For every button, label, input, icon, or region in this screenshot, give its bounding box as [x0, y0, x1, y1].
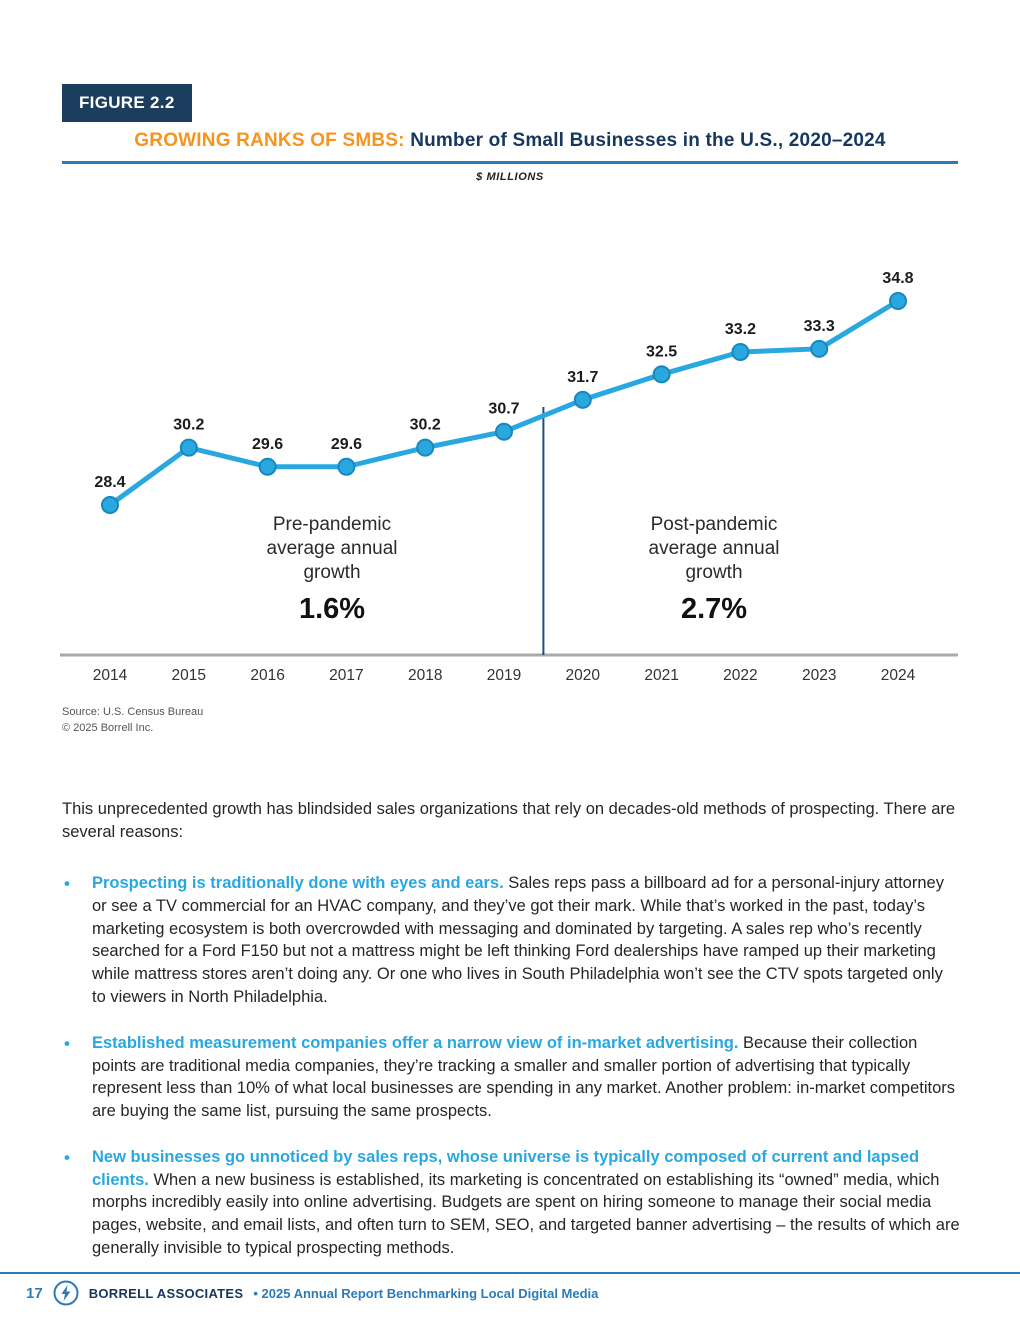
svg-text:30.7: 30.7: [488, 401, 519, 418]
pre-pandemic-annotation: Pre-pandemic average annual growth 1.6%: [246, 513, 418, 626]
bullet-icon: •: [64, 1147, 70, 1167]
line-chart-canvas: 28.4 2014 30.2 2015 29.6 2016 29.6 2017 30.2 2018…: [60, 270, 958, 684]
smb-line-chart: 28.4 2014 30.2 2015 29.6 2016 29.6 2017 30.2 2018…: [60, 195, 960, 695]
reasons-list: • Prospecting is traditionally done with…: [62, 872, 960, 1259]
chart-title: GROWING RANKS OF SMBS: Number of Small B…: [62, 130, 958, 152]
source-line-2: © 2025 Borrell Inc.: [62, 721, 154, 734]
borrell-logo-icon: [53, 1280, 79, 1306]
svg-text:28.4: 28.4: [94, 474, 125, 491]
svg-text:2023: 2023: [802, 667, 836, 684]
pre-pandemic-label: Pre-pandemic average annual growth: [266, 514, 398, 583]
bullet-text: Sales reps pass a billboard ad for a per…: [92, 874, 944, 1007]
svg-text:29.6: 29.6: [252, 436, 283, 453]
footer-brand: BORRELL ASSOCIATES: [88, 1285, 244, 1301]
footer-tagline: • 2025 Annual Report Benchmarking Local …: [253, 1285, 599, 1301]
pre-pandemic-value: 1.6%: [298, 592, 366, 625]
svg-text:34.8: 34.8: [882, 270, 913, 287]
chart-title-rest: Number of Small Businesses in the U.S., …: [410, 130, 886, 151]
svg-text:2015: 2015: [172, 667, 206, 684]
bullet-icon: •: [64, 1033, 70, 1053]
list-item: • Prospecting is traditionally done with…: [62, 872, 960, 1009]
svg-text:33.3: 33.3: [804, 318, 835, 335]
post-pandemic-value: 2.7%: [680, 592, 748, 625]
footer: 17 BORRELL ASSOCIATES • 2025 Annual Repo…: [26, 1280, 598, 1306]
bullet-lead: New businesses go unnoticed by sales rep…: [92, 1147, 920, 1189]
svg-text:2020: 2020: [566, 667, 601, 684]
chart-title-lead: GROWING RANKS OF SMBS:: [134, 130, 405, 151]
svg-text:2018: 2018: [408, 667, 442, 684]
figure-badge: FIGURE 2.2: [62, 84, 192, 122]
svg-text:32.5: 32.5: [646, 343, 677, 360]
svg-text:29.6: 29.6: [331, 436, 362, 453]
body-copy: This unprecedented growth has blindsided…: [62, 798, 960, 1283]
intro-paragraph: This unprecedented growth has blindsided…: [62, 800, 956, 842]
svg-text:2014: 2014: [93, 667, 128, 684]
svg-text:31.7: 31.7: [567, 369, 598, 386]
page-number: 17: [26, 1284, 43, 1302]
svg-text:2021: 2021: [644, 667, 678, 684]
svg-text:2016: 2016: [250, 667, 284, 684]
chart-title-block: GROWING RANKS OF SMBS: Number of Small B…: [62, 130, 958, 183]
svg-text:30.2: 30.2: [410, 417, 441, 434]
svg-text:30.2: 30.2: [173, 417, 204, 434]
bullet-lead: Established measurement companies offer …: [92, 1033, 739, 1052]
bullet-text: Because their collection points are trad…: [92, 1033, 956, 1121]
list-item: • Established measurement companies offe…: [62, 1032, 960, 1123]
post-pandemic-annotation: Post-pandemic average annual growth 2.7%: [628, 513, 800, 626]
list-item: • New businesses go unnoticed by sales r…: [62, 1146, 960, 1260]
source-line-1: Source: U.S. Census Bureau: [62, 706, 204, 718]
source-note: Source: U.S. Census Bureau © 2025 Borrel…: [62, 705, 203, 737]
svg-text:33.2: 33.2: [725, 321, 756, 338]
bullet-text: When a new business is established, its …: [92, 1170, 960, 1257]
bullet-lead: Prospecting is traditionally done with e…: [92, 874, 504, 893]
footer-rule: [0, 1272, 1020, 1274]
svg-text:2019: 2019: [487, 667, 521, 684]
bullet-icon: •: [64, 874, 70, 894]
chart-units-label: $ MILLIONS: [476, 171, 544, 183]
svg-text:2024: 2024: [881, 667, 916, 684]
svg-text:2022: 2022: [723, 667, 757, 684]
svg-text:2017: 2017: [329, 667, 363, 684]
title-divider-rule: [62, 161, 958, 164]
post-pandemic-label: Post-pandemic average annual growth: [648, 514, 780, 583]
